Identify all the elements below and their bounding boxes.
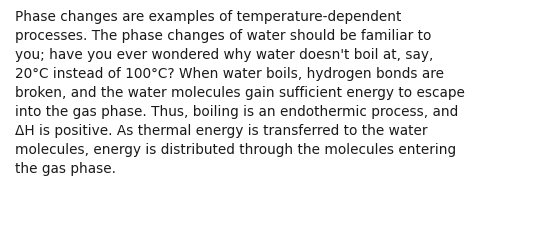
Text: Phase changes are examples of temperature-dependent
processes. The phase changes: Phase changes are examples of temperatur… <box>15 10 465 175</box>
